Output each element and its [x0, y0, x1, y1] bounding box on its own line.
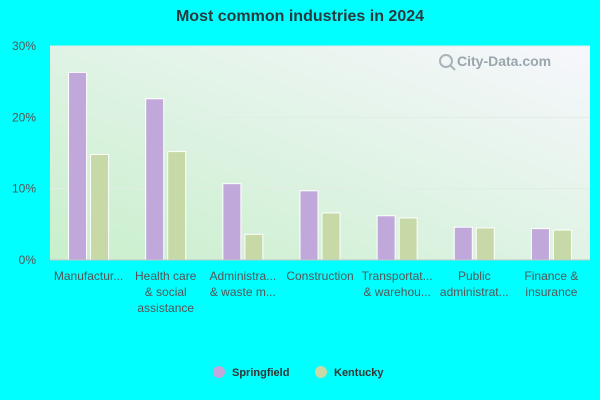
bar-kentucky[interactable]: [552, 229, 572, 261]
y-tick-label: 20%: [12, 110, 36, 124]
x-category-label: Finance &: [524, 269, 578, 283]
bar-kentucky[interactable]: [398, 217, 418, 261]
x-category-label: Transportat...: [362, 269, 433, 283]
legend-item-springfield[interactable]: Springfield: [213, 366, 289, 379]
bar-kentucky[interactable]: [167, 151, 187, 261]
legend-label: Kentucky: [334, 367, 384, 379]
bar-springfield[interactable]: [530, 228, 550, 261]
x-category-label: & waste m...: [210, 285, 276, 299]
y-tick-label: 10%: [12, 182, 36, 196]
x-category-label: Manufactur...: [54, 269, 123, 283]
bar-springfield[interactable]: [453, 226, 473, 261]
bar-springfield[interactable]: [145, 98, 165, 261]
x-category-label: administrat...: [440, 285, 509, 299]
legend-swatch: [213, 366, 225, 378]
legend-label: Springfield: [232, 367, 289, 379]
plot-area: [50, 46, 590, 260]
bar-kentucky[interactable]: [321, 212, 341, 261]
x-category-label: Administra...: [210, 269, 277, 283]
legend-item-kentucky[interactable]: Kentucky: [315, 366, 384, 379]
y-tick-label: 30%: [12, 39, 36, 53]
x-category-label: & social: [145, 285, 187, 299]
bar-kentucky[interactable]: [244, 233, 264, 261]
watermark-text: City-Data.com: [457, 53, 551, 69]
x-category-label: Health care: [135, 269, 197, 283]
y-tick-label: 0%: [19, 253, 37, 267]
x-category-label: insurance: [525, 285, 577, 299]
watermark: City-Data.com: [439, 53, 551, 71]
x-category-label: Construction: [286, 269, 353, 283]
bar-springfield[interactable]: [222, 183, 242, 261]
x-category-label: & warehou...: [363, 285, 430, 299]
bar-kentucky[interactable]: [90, 153, 110, 261]
bar-springfield[interactable]: [299, 190, 319, 261]
x-category-label: assistance: [137, 301, 194, 315]
bar-kentucky[interactable]: [475, 227, 495, 261]
bar-springfield[interactable]: [376, 215, 396, 261]
magnifier-icon: [439, 54, 453, 68]
chart-title: Most common industries in 2024: [175, 8, 425, 25]
bar-springfield[interactable]: [68, 71, 88, 261]
legend-swatch: [315, 366, 327, 378]
x-category-label: Public: [458, 269, 491, 283]
